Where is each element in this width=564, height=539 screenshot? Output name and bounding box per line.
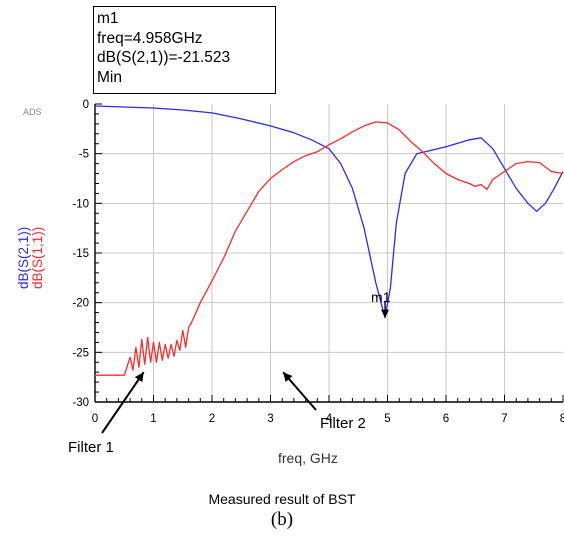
- x-tick-label: 1: [150, 413, 156, 425]
- x-tick-label: 4: [326, 413, 333, 425]
- figure-caption-label: (b): [270, 509, 294, 530]
- annotation-arrowhead-2: [283, 372, 293, 382]
- y-tick-label: -10: [72, 198, 89, 210]
- marker-value: dB(S(2,1))=-21.523: [97, 49, 231, 66]
- figure-caption-title: Measured result of BST: [208, 491, 356, 507]
- marker-mode: Min: [97, 68, 122, 86]
- y-tick-label: -25: [72, 347, 89, 359]
- x-tick-label: 3: [267, 413, 273, 425]
- x-tick-label: 7: [501, 413, 507, 425]
- y-tick-label: -20: [72, 298, 89, 310]
- y-tick-label: -15: [72, 248, 89, 260]
- marker-name: m1: [97, 10, 119, 27]
- x-tick-label: 6: [443, 413, 449, 425]
- x-axis-label: freq, GHz: [278, 450, 338, 466]
- series-line-s11: [95, 121, 564, 376]
- x-tick-label: 2: [209, 413, 215, 425]
- y-tick-label: 0: [83, 99, 89, 111]
- annotation-arrowhead-1: [134, 372, 144, 383]
- x-tick-label: 8: [560, 413, 564, 425]
- marker-m1-label: m1: [371, 289, 391, 305]
- marker-m1-arrowhead: [381, 309, 390, 318]
- marker-readout-box: m1 freq=4.958GHz dB(S(2,1))=-21.523 Min: [93, 6, 276, 94]
- marker-frequency: freq=4.958GHz: [97, 29, 203, 47]
- series-line-s21: [94, 105, 564, 319]
- x-tick-label: 5: [384, 413, 390, 425]
- y-tick-label: -30: [72, 397, 89, 409]
- x-tick-label: 0: [92, 413, 98, 425]
- annotation-filter-2: Filter 2: [320, 415, 366, 432]
- annotation-arrow-1: [101, 371, 145, 434]
- annotation-filter-1: Filter 1: [68, 439, 114, 456]
- ads-logo: ADS: [23, 107, 42, 117]
- y-tick-label: -5: [79, 149, 89, 161]
